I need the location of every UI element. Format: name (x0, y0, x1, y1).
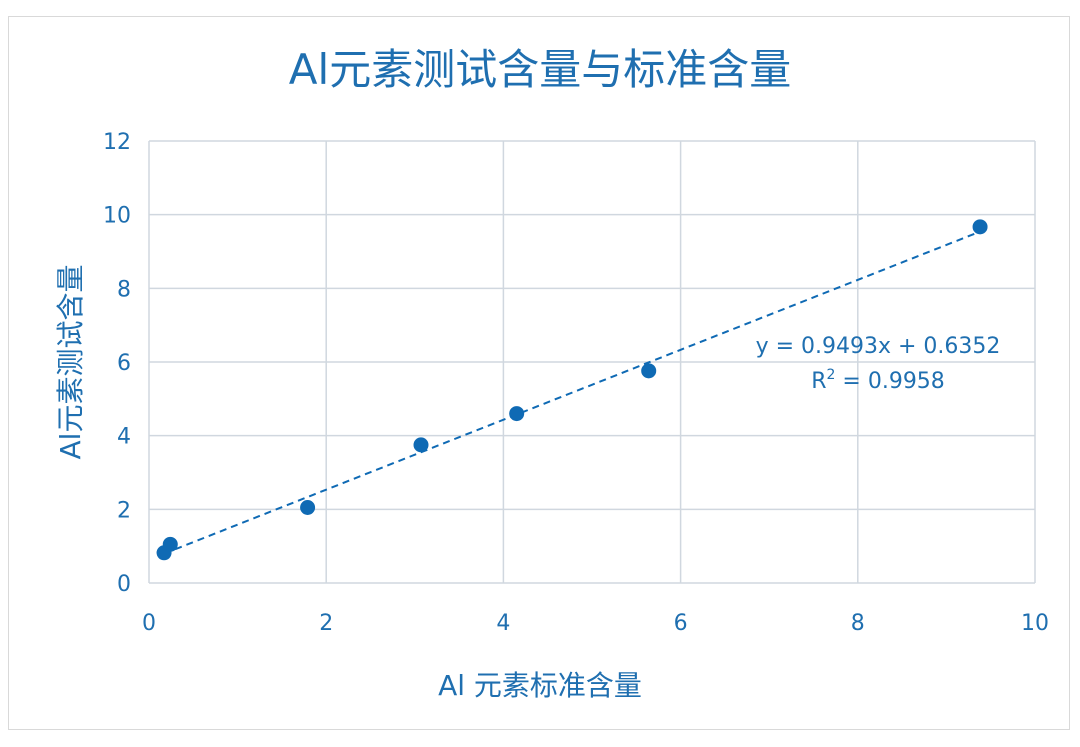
x-tick-label: 2 (319, 611, 333, 636)
trendline-equation: y = 0.9493x + 0.6352 (756, 334, 1001, 359)
y-tick-label: 0 (117, 572, 131, 597)
trendline (163, 230, 981, 555)
x-tick-label: 4 (496, 611, 510, 636)
data-point-3 (413, 437, 429, 453)
chart-title: Al元素测试含量与标准含量 (289, 45, 791, 94)
data-point-1 (162, 536, 178, 552)
x-axis-ticks: 0 2 4 6 8 10 (142, 611, 1049, 636)
x-tick-label: 10 (1021, 611, 1049, 636)
trendline-layer (163, 230, 981, 555)
y-tick-label: 2 (117, 498, 131, 523)
data-point-2 (300, 499, 316, 515)
data-point-5 (641, 363, 657, 379)
x-tick-label: 0 (142, 611, 156, 636)
r-squared-label: R2 = 0.9958 (811, 367, 945, 394)
x-axis-title: Al 元素标准含量 (438, 669, 642, 702)
data-point-4 (509, 406, 525, 422)
data-point-6 (972, 219, 988, 235)
y-axis-title: Al元素测试含量 (54, 265, 87, 460)
r-squared-value: = 0.9958 (835, 369, 944, 394)
x-tick-label: 6 (674, 611, 688, 636)
y-axis-ticks: 0 2 4 6 8 10 12 (103, 130, 131, 597)
y-tick-label: 6 (117, 351, 131, 376)
data-points (156, 219, 988, 561)
y-tick-label: 12 (103, 130, 131, 155)
y-tick-label: 4 (117, 425, 131, 450)
y-tick-label: 8 (117, 277, 131, 302)
r-squared-superscript: 2 (826, 367, 835, 383)
x-tick-label: 8 (851, 611, 865, 636)
y-tick-label: 10 (103, 204, 131, 229)
r-squared-prefix: R (811, 369, 826, 394)
grid (148, 140, 1036, 584)
chart-frame (8, 16, 1070, 730)
